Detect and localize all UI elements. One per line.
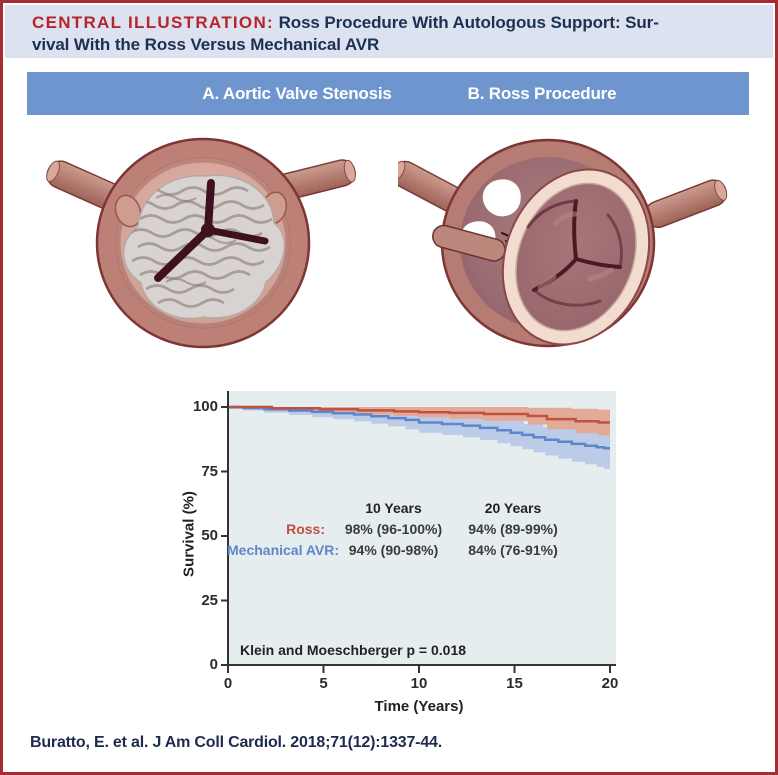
x-tick-label: 10 [410, 675, 428, 692]
stats-header-20y: 20 Years [484, 500, 542, 516]
y-tick-label: 75 [201, 462, 218, 480]
mechanical-avr-ci-band [228, 407, 610, 469]
lumen-shadow-ring [115, 157, 291, 329]
panel-header-bar: A. Aortic Valve Stenosis B. Ross Procedu… [27, 72, 749, 115]
title-line1: Ross Procedure With Autologous Support: … [273, 13, 659, 32]
stats-header-10y: 10 Years [365, 500, 422, 516]
p-value-annotation: Klein and Moeschberger p = 0.018 [240, 642, 467, 658]
stenotic-valve-orifice [154, 179, 269, 282]
autograft-leaflets [526, 199, 623, 307]
y-tick-label: 50 [201, 527, 218, 544]
y-tick-label: 0 [209, 656, 218, 673]
panel-b-label: B. Ross Procedure [467, 83, 617, 103]
ross-procedure-illustration [398, 138, 728, 348]
ross-ci-band [228, 407, 610, 436]
stats-ross-20y: 94% (89-99%) [468, 521, 558, 537]
calcified-leaflets [122, 174, 286, 320]
y-tick-label: 100 [192, 398, 218, 415]
stats-ross-label: Ross: [286, 521, 325, 537]
x-tick-label: 5 [319, 675, 328, 692]
y-axis-title: Survival (%) [180, 491, 198, 577]
stats-ross-10y: 98% (96-100%) [344, 521, 443, 537]
y-tick-label: 25 [201, 591, 218, 609]
ross-survival-line [228, 405, 610, 424]
figure-title: CENTRAL ILLUSTRATION: Ross Procedure Wit… [5, 5, 773, 58]
x-axis-title: Time (Years) [374, 698, 464, 715]
stats-empty-cell [227, 498, 330, 518]
survival-stats-table: 10 Years 20 Years Ross: 98% (96-100%) 94… [227, 498, 569, 560]
x-tick-label: 15 [506, 675, 523, 692]
panel-a-label: A. Aortic Valve Stenosis [202, 83, 392, 103]
stats-mech-10y: 94% (90-98%) [348, 542, 439, 558]
lumen-opening-upper [482, 179, 521, 217]
citation: Buratto, E. et al. J Am Coll Cardiol. 20… [30, 734, 442, 751]
aortic-valve-stenosis-illustration [46, 137, 356, 349]
left-coronary-ostium [114, 194, 142, 228]
stats-mech-label: Mechanical AVR: [227, 542, 340, 558]
x-tick-label: 0 [223, 675, 233, 692]
title-kicker: CENTRAL ILLUSTRATION: [32, 13, 274, 32]
mechanical-avr-survival-line [228, 405, 610, 450]
title-line2: vival With the Ross Versus Mechanical AV… [32, 34, 380, 54]
left-coronary-tube [46, 160, 124, 211]
right-vessel-tube [644, 179, 728, 229]
stats-mech-20y: 84% (76-91%) [468, 542, 558, 558]
x-tick-label: 20 [601, 675, 619, 692]
